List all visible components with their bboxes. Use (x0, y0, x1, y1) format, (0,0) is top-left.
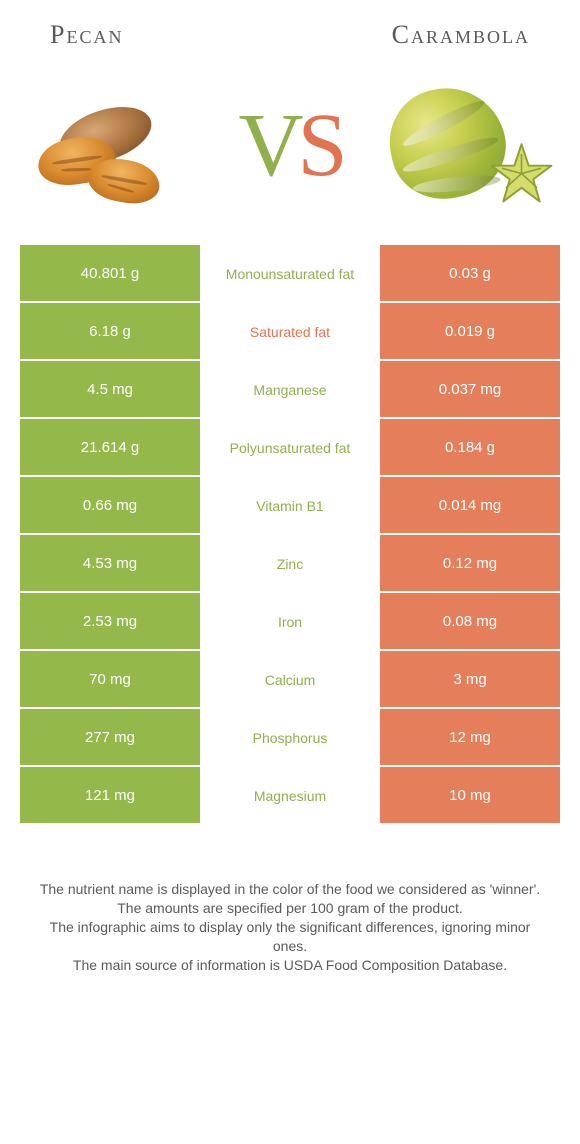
nutrient-name: Saturated fat (200, 303, 380, 361)
table-row: 4.53 mgZinc0.12 mg (20, 535, 560, 593)
titles-row: Pecan Carambola (20, 20, 560, 50)
title-right: Carambola (392, 20, 530, 50)
footer-line: The infographic aims to display only the… (35, 918, 545, 956)
footer-line: The main source of information is USDA F… (35, 956, 545, 975)
nutrient-name: Vitamin B1 (200, 477, 380, 535)
nutrient-name: Monounsaturated fat (200, 245, 380, 303)
nutrient-table: 40.801 gMonounsaturated fat0.03 g6.18 gS… (20, 245, 560, 825)
title-left: Pecan (50, 20, 123, 50)
vs-v: V (238, 96, 297, 195)
value-left: 0.66 mg (20, 477, 200, 535)
value-left: 277 mg (20, 709, 200, 767)
star-slice-icon (489, 141, 554, 206)
value-right: 3 mg (380, 651, 560, 709)
carambola-image (390, 80, 550, 210)
table-row: 277 mgPhosphorus12 mg (20, 709, 560, 767)
vs-s: S (297, 96, 341, 195)
value-left: 70 mg (20, 651, 200, 709)
value-right: 0.03 g (380, 245, 560, 303)
value-left: 4.5 mg (20, 361, 200, 419)
nutrient-name: Zinc (200, 535, 380, 593)
value-right: 0.184 g (380, 419, 560, 477)
footer-line: The amounts are specified per 100 gram o… (35, 899, 545, 918)
nutrient-name: Calcium (200, 651, 380, 709)
footer-line: The nutrient name is displayed in the co… (35, 880, 545, 899)
nutrient-name: Magnesium (200, 767, 380, 825)
nutrient-name: Iron (200, 593, 380, 651)
value-left: 21.614 g (20, 419, 200, 477)
table-row: 40.801 gMonounsaturated fat0.03 g (20, 245, 560, 303)
value-left: 2.53 mg (20, 593, 200, 651)
nutrient-name: Manganese (200, 361, 380, 419)
value-right: 0.014 mg (380, 477, 560, 535)
table-row: 21.614 gPolyunsaturated fat0.184 g (20, 419, 560, 477)
value-left: 4.53 mg (20, 535, 200, 593)
footer-notes: The nutrient name is displayed in the co… (20, 880, 560, 974)
value-right: 10 mg (380, 767, 560, 825)
nutrient-name: Polyunsaturated fat (200, 419, 380, 477)
value-left: 6.18 g (20, 303, 200, 361)
value-right: 0.12 mg (380, 535, 560, 593)
value-right: 0.037 mg (380, 361, 560, 419)
value-left: 40.801 g (20, 245, 200, 303)
table-row: 4.5 mgManganese0.037 mg (20, 361, 560, 419)
value-left: 121 mg (20, 767, 200, 825)
value-right: 12 mg (380, 709, 560, 767)
table-row: 2.53 mgIron0.08 mg (20, 593, 560, 651)
table-row: 70 mgCalcium3 mg (20, 651, 560, 709)
value-right: 0.08 mg (380, 593, 560, 651)
table-row: 0.66 mgVitamin B10.014 mg (20, 477, 560, 535)
table-row: 121 mgMagnesium10 mg (20, 767, 560, 825)
table-row: 6.18 gSaturated fat0.019 g (20, 303, 560, 361)
pecan-image (30, 80, 190, 210)
value-right: 0.019 g (380, 303, 560, 361)
hero-row: VS (20, 80, 560, 210)
vs-label: VS (238, 94, 341, 197)
nutrient-name: Phosphorus (200, 709, 380, 767)
